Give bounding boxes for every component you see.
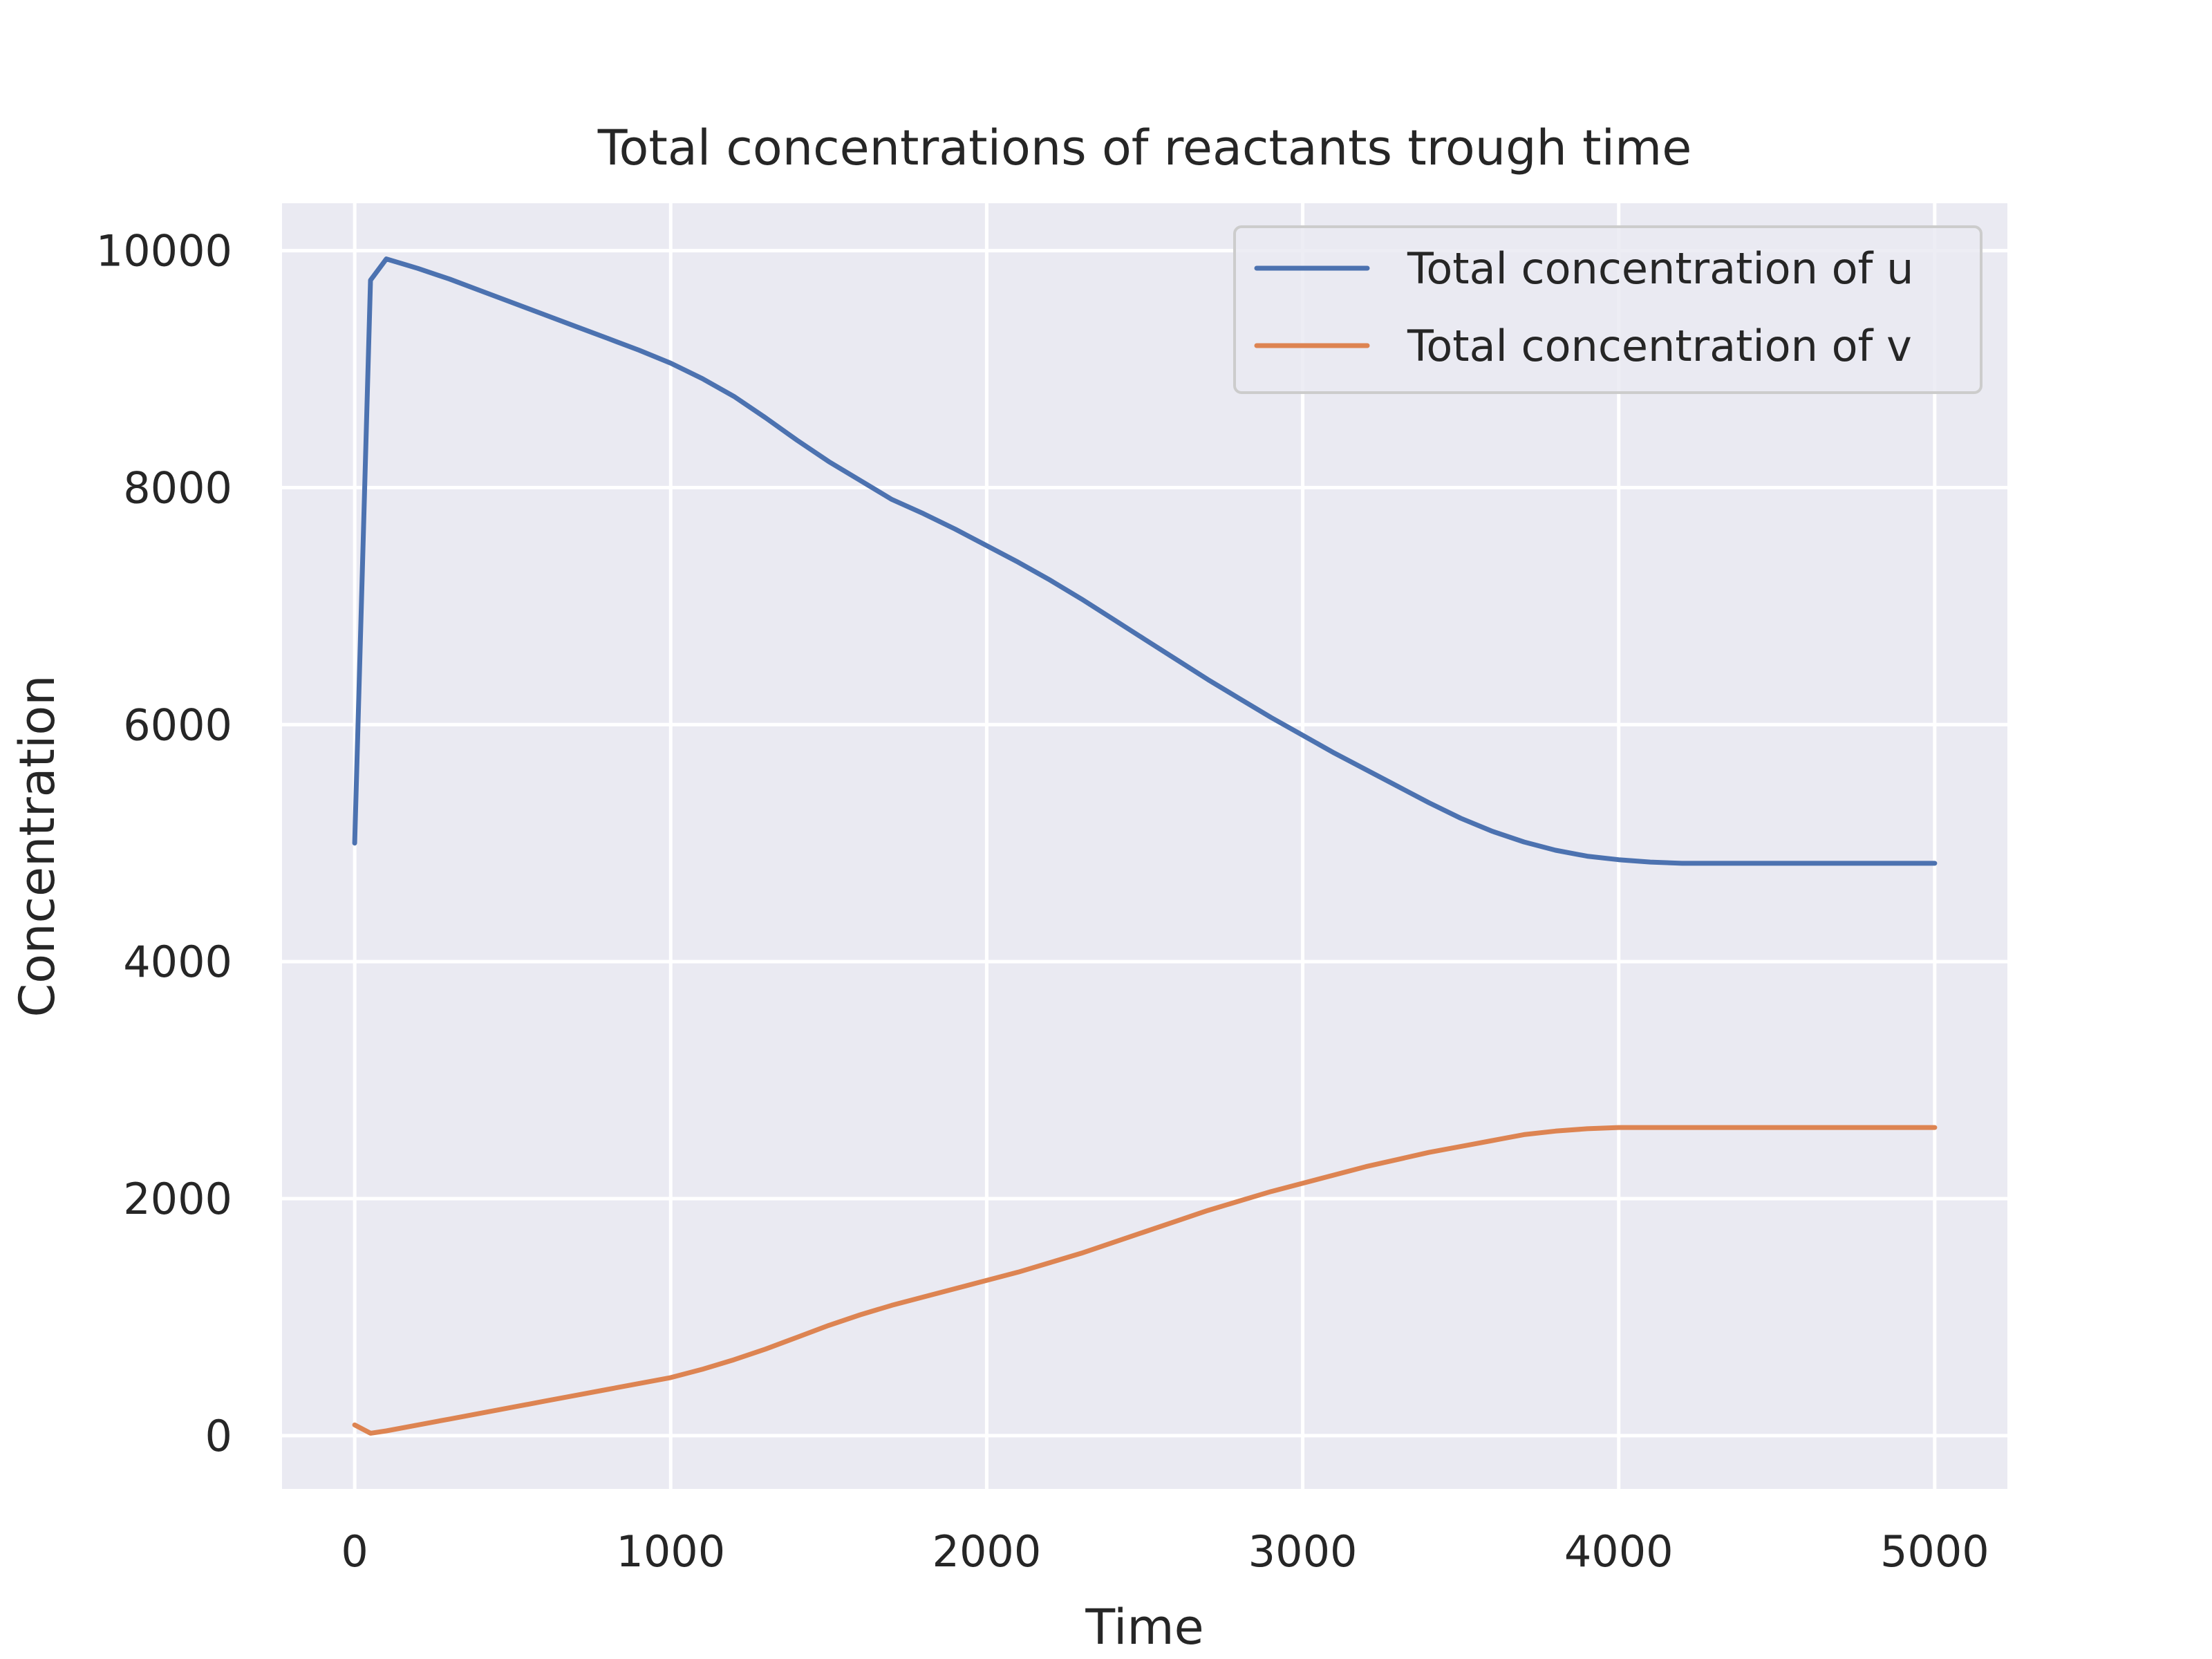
x-tick-label: 0 xyxy=(341,1526,368,1577)
y-axis-label: Concentration xyxy=(9,675,66,1017)
y-tick-label: 0 xyxy=(205,1411,232,1461)
legend-box xyxy=(1233,225,1983,394)
series-lines xyxy=(352,256,1938,1436)
y-tick-label: 4000 xyxy=(123,937,232,987)
x-tick-label: 1000 xyxy=(616,1526,725,1577)
plot-area xyxy=(282,203,2007,1489)
legend: Total concentration of u Total concentrat… xyxy=(1233,225,1983,394)
grid xyxy=(282,203,2007,1489)
series-line-v xyxy=(352,1125,1938,1436)
chart-title: Total concentrations of reactants trough… xyxy=(597,120,1692,176)
legend-label: Total concentration of u xyxy=(1407,243,1913,294)
x-tick-label: 4000 xyxy=(1564,1526,1674,1577)
x-tick-label: 2000 xyxy=(932,1526,1042,1577)
y-axis-ticks: 0 2000 4000 6000 8000 10000 xyxy=(96,226,232,1461)
x-tick-label: 5000 xyxy=(1880,1526,1989,1577)
x-tick-label: 3000 xyxy=(1248,1526,1358,1577)
series-line-u xyxy=(352,256,1938,866)
legend-label: Total concentration of v xyxy=(1407,321,1912,371)
y-tick-label: 8000 xyxy=(123,462,232,513)
y-tick-label: 10000 xyxy=(96,226,232,276)
y-tick-label: 6000 xyxy=(123,700,232,750)
x-axis-label: Time xyxy=(1085,1599,1203,1656)
y-tick-label: 2000 xyxy=(123,1174,232,1224)
x-axis-ticks: 0 1000 2000 3000 4000 5000 xyxy=(341,1526,1989,1577)
